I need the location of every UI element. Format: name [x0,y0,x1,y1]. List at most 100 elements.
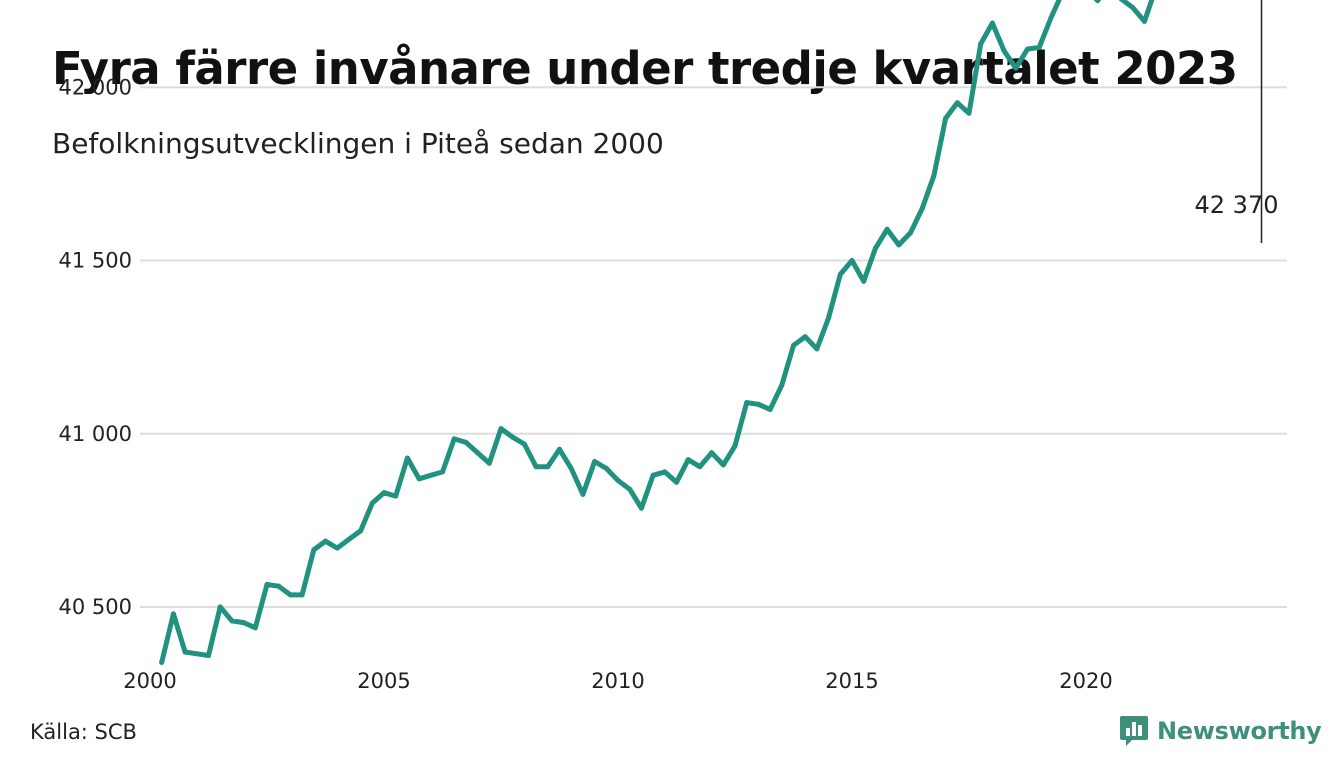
data-point [440,469,445,475]
data-point [463,439,469,445]
data-point [650,472,656,478]
brand-logo: Newsworthy [1119,714,1322,748]
data-point [369,500,375,506]
data-point [1095,0,1101,4]
x-tick-label-2000: 2000 [123,669,176,693]
data-point [323,538,328,544]
data-point [217,604,223,610]
data-point [346,536,352,542]
data-point [533,464,539,470]
brand-name: Newsworthy [1157,717,1322,745]
chart-subtitle: Befolkningsutvecklingen i Piteå sedan 20… [52,127,664,160]
series-layer [159,0,1155,665]
chart-title: Fyra färre invånare under tredje kvartal… [52,42,1238,95]
data-point [943,115,949,121]
data-point [159,659,165,665]
data-point [603,465,609,471]
data-point [580,491,586,497]
data-point [194,651,200,657]
data-point [685,457,691,463]
data-point [1036,44,1042,50]
data-point [1048,15,1054,21]
data-point [884,226,890,232]
data-point [989,20,995,26]
data-point [404,455,410,461]
data-point [931,173,937,179]
data-point [767,407,773,412]
data-point [264,582,270,587]
newsworthy-bar-chart-icon [1120,716,1148,746]
data-point [451,436,457,442]
x-tick-label-2005: 2005 [357,669,410,693]
y-tick-label-41500: 41 500 [59,249,132,273]
data-point [475,450,481,456]
data-point [1025,46,1030,52]
data-point [638,505,644,511]
data-point [814,346,820,352]
data-point [978,41,984,47]
grid-lines [140,86,1287,608]
data-point [416,476,422,482]
data-point [486,460,492,466]
data-point [521,441,527,447]
data-point [826,315,832,321]
data-point [872,245,878,251]
data-point [802,334,808,340]
data-point [557,446,562,452]
data-point [381,490,387,496]
data-point [299,592,305,598]
x-tick-label-2010: 2010 [591,669,644,693]
data-point [908,230,913,236]
data-point [662,469,668,475]
x-axis-tick-labels: 2000 2005 2010 2015 2020 [123,669,1112,693]
data-point [779,382,785,388]
data-point [568,465,574,471]
data-point [311,547,317,553]
data-point [241,620,247,626]
x-tick-label-2015: 2015 [825,669,878,693]
y-tick-label-42000: 42 000 [59,75,132,99]
data-point [896,242,902,248]
annotation-layer: 42 370 [1195,0,1279,243]
data-point [545,464,551,470]
data-point [428,472,434,478]
data-point [229,618,235,624]
data-point [182,649,188,655]
data-point [837,271,843,277]
data-point [592,459,598,464]
data-point [510,434,516,440]
x-tick-label-2020: 2020 [1059,669,1112,693]
data-point [709,450,715,456]
data-point [393,493,399,499]
data-point [498,426,504,432]
data-point [170,611,176,617]
data-point [615,478,621,483]
series-line-population [159,0,1155,665]
data-point [732,443,738,449]
data-point [627,486,633,492]
y-tick-label-41000: 41 000 [59,422,132,446]
data-point [1013,65,1019,71]
data-point [287,592,293,598]
data-point [206,653,211,658]
data-point [1130,5,1136,11]
annotation-last-value: 42 370 [1195,191,1279,219]
data-point [674,479,679,485]
data-point [697,464,703,470]
data-point [744,400,750,406]
data-point [720,462,726,468]
data-point [1142,18,1147,24]
data-point [755,401,761,407]
data-point [358,528,364,534]
y-tick-label-40500: 40 500 [59,595,132,619]
data-point [252,625,258,631]
data-point [791,342,796,348]
data-point [966,110,972,116]
data-point [919,206,925,211]
data-point [1001,48,1007,54]
data-point [334,545,340,551]
data-point [861,278,867,284]
data-point [1118,0,1124,2]
